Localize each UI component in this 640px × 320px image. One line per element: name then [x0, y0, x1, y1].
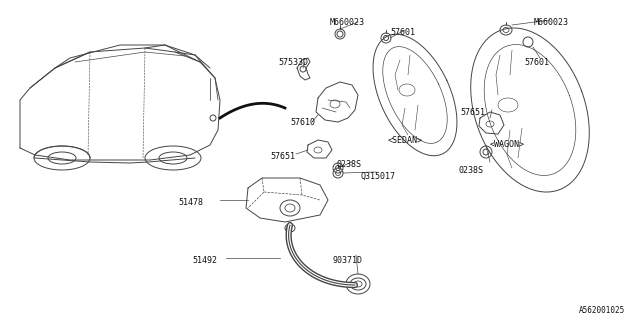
Text: 57651: 57651 [460, 108, 485, 117]
Text: 90371D: 90371D [332, 256, 362, 265]
Text: M660023: M660023 [330, 18, 365, 27]
Text: 57601: 57601 [524, 58, 549, 67]
Text: 57651: 57651 [270, 152, 295, 161]
Text: Q315017: Q315017 [360, 172, 395, 181]
Text: 51478: 51478 [178, 198, 203, 207]
Text: A562001025: A562001025 [579, 306, 625, 315]
Text: 51492: 51492 [192, 256, 217, 265]
Text: <SEDAN>: <SEDAN> [388, 136, 423, 145]
Text: M660023: M660023 [534, 18, 569, 27]
Text: 57610: 57610 [290, 118, 315, 127]
Text: 57533D: 57533D [278, 58, 308, 67]
Text: 57601: 57601 [390, 28, 415, 37]
Text: 0238S: 0238S [336, 160, 361, 169]
Text: <WAGON>: <WAGON> [490, 140, 525, 149]
Text: 0238S: 0238S [458, 166, 483, 175]
